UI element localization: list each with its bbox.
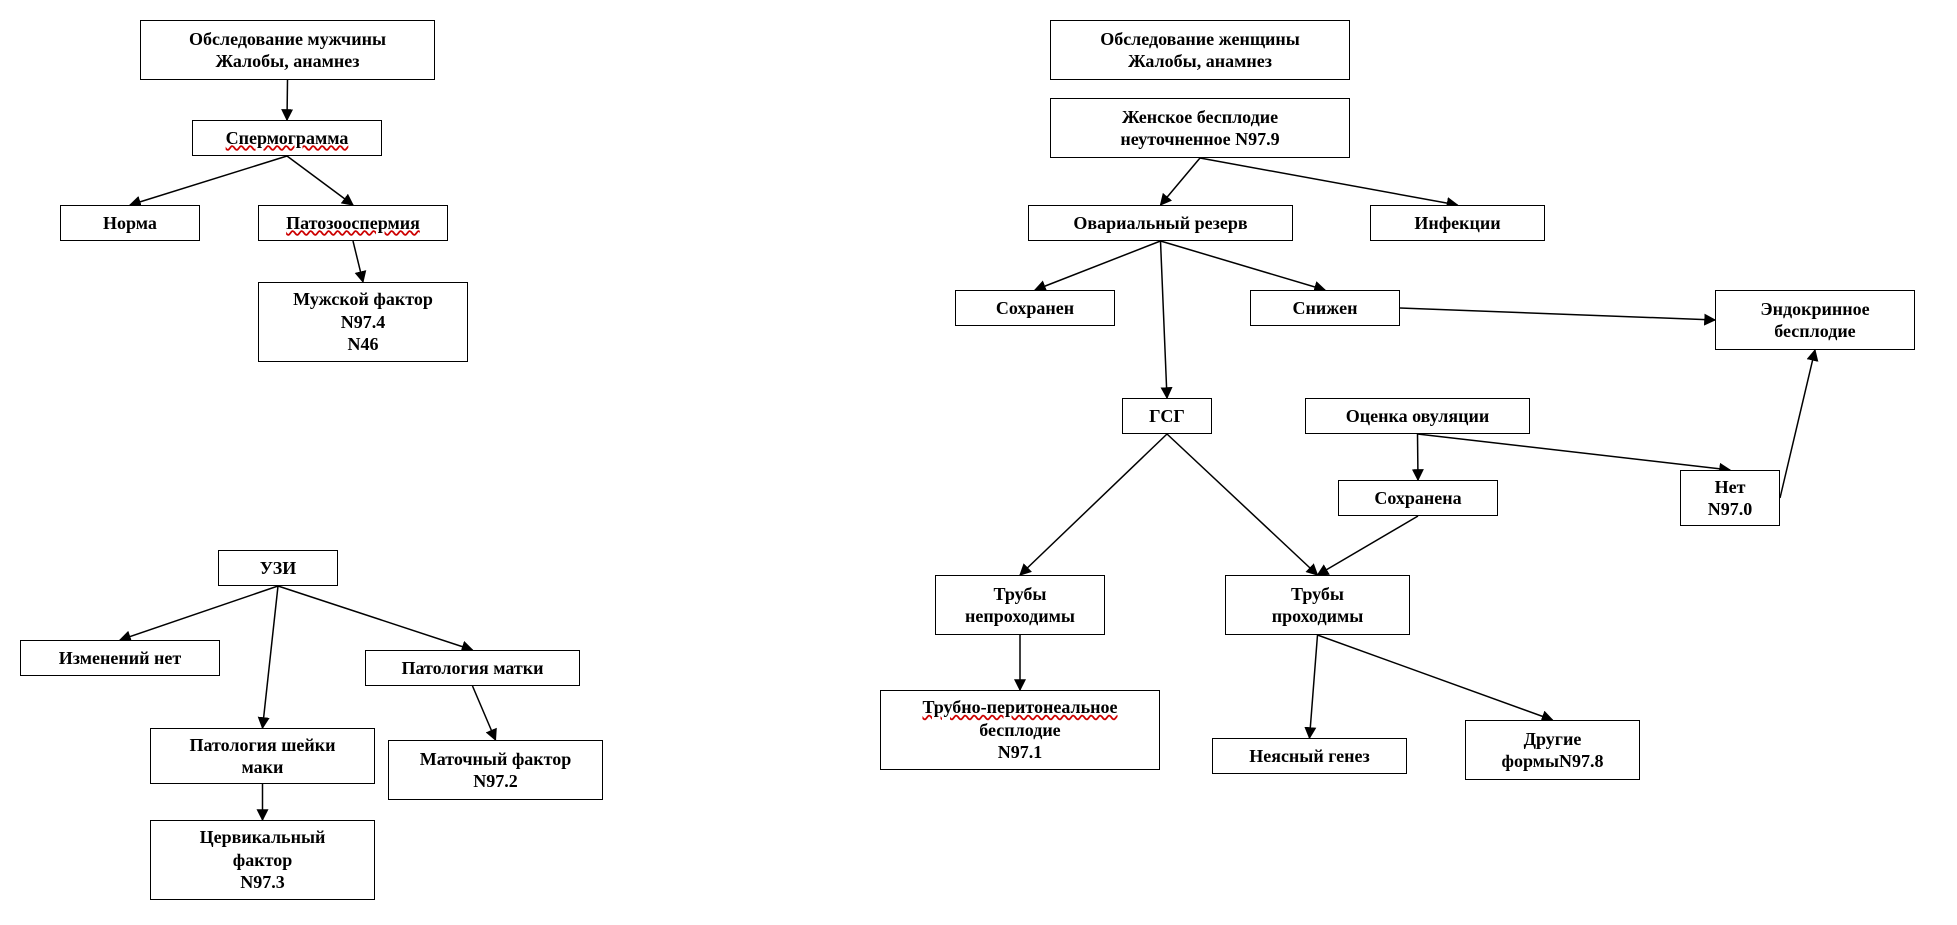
node-ov_reserve: Овариальный резерв [1028, 205, 1293, 241]
edge-tubes_open-to-unclear [1310, 635, 1318, 738]
edge-uzi-to-pat_uterus [278, 586, 473, 650]
edge-gsg-to-tubes_open [1167, 434, 1318, 575]
edge-pat_uterus-to-uter_factor [473, 686, 496, 740]
edge-ovul_eval-to-ovul_ok [1418, 434, 1419, 480]
node-no_changes: Изменений нет [20, 640, 220, 676]
edge-sperm-to-norma [130, 156, 287, 205]
node-patozoo: Патозооспермия [258, 205, 448, 241]
node-male_factor: Мужской факторN97.4N46 [258, 282, 468, 362]
node-preserved: Сохранен [955, 290, 1115, 326]
node-infections: Инфекции [1370, 205, 1545, 241]
node-norma: Норма [60, 205, 200, 241]
node-f_exam: Обследование женщиныЖалобы, анамнез [1050, 20, 1350, 80]
node-pat_uterus: Патология матки [365, 650, 580, 686]
edge-tubes_open-to-other_forms [1318, 635, 1553, 720]
edge-f_infert-to-ov_reserve [1161, 158, 1201, 205]
edge-uzi-to-no_changes [120, 586, 278, 640]
node-endocrine: Эндокринноебесплодие [1715, 290, 1915, 350]
node-ovul_ok: Сохранена [1338, 480, 1498, 516]
node-m_exam: Обследование мужчиныЖалобы, анамнез [140, 20, 435, 80]
edge-f_infert-to-infections [1200, 158, 1458, 205]
node-tubal_perit: Трубно-перитонеальноебесплодиеN97.1 [880, 690, 1160, 770]
edge-ovul_eval-to-no_ovul [1418, 434, 1731, 470]
node-pat_cervix: Патология шейкимаки [150, 728, 375, 784]
edge-ov_reserve-to-gsg [1161, 241, 1168, 398]
node-no_ovul: НетN97.0 [1680, 470, 1780, 526]
edge-sperm-to-patozoo [287, 156, 353, 205]
node-ovul_eval: Оценка овуляции [1305, 398, 1530, 434]
edge-uzi-to-pat_cervix [263, 586, 279, 728]
flowchart-canvas: Обследование мужчиныЖалобы, анамнез Сперм… [0, 0, 1957, 925]
node-uter_factor: Маточный факторN97.2 [388, 740, 603, 800]
edge-patozoo-to-male_factor [353, 241, 363, 282]
node-other_forms: ДругиеформыN97.8 [1465, 720, 1640, 780]
node-sperm: Спермограмма [192, 120, 382, 156]
edge-gsg-to-tubes_block [1020, 434, 1167, 575]
edge-reduced-to-endocrine [1400, 308, 1715, 320]
edge-m_exam-to-sperm [287, 80, 288, 120]
node-unclear: Неясный генез [1212, 738, 1407, 774]
node-cerv_factor: ЦервикальныйфакторN97.3 [150, 820, 375, 900]
node-tubes_block: Трубынепроходимы [935, 575, 1105, 635]
node-f_infert: Женское бесплодиенеуточненное N97.9 [1050, 98, 1350, 158]
edge-ovul_ok-to-tubes_open [1318, 516, 1419, 575]
edge-ov_reserve-to-preserved [1035, 241, 1161, 290]
node-reduced: Снижен [1250, 290, 1400, 326]
node-gsg: ГСГ [1122, 398, 1212, 434]
node-tubes_open: Трубыпроходимы [1225, 575, 1410, 635]
edge-ov_reserve-to-reduced [1161, 241, 1326, 290]
edge-no_ovul-to-endocrine [1780, 350, 1815, 498]
node-uzi: УЗИ [218, 550, 338, 586]
